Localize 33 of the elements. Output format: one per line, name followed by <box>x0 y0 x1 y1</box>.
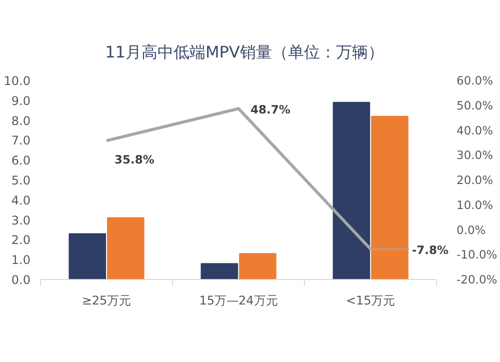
y-tick-label: 1.0 <box>11 253 31 268</box>
y-tick-label: 7.0 <box>11 134 31 148</box>
y-tick-label: 5.0 <box>11 174 31 188</box>
x-tick-label: 15万—24万元 <box>199 294 278 308</box>
y-tick-label: 4.0 <box>11 193 31 208</box>
y-tick-label: 8.0 <box>11 114 31 128</box>
y-tick-label: 0.0 <box>11 273 31 287</box>
y2-tick-label: 60.0% <box>456 74 494 88</box>
y2-tick-label: 50.0% <box>456 98 494 112</box>
y-tick-label: 3.0 <box>11 213 31 228</box>
x-tick-label: <15万元 <box>346 294 396 308</box>
y2-tick-label: 30.0% <box>456 148 494 162</box>
data-label: -7.8% <box>412 243 450 258</box>
y-tick-label: 9.0 <box>11 94 31 108</box>
y-tick-label: 10.0 <box>4 74 30 88</box>
bar <box>239 253 276 280</box>
y-tick-label: 6.0 <box>11 154 31 168</box>
x-tick-label: ≥25万元 <box>82 294 132 308</box>
bar <box>332 102 370 280</box>
data-label: 48.7% <box>250 102 291 117</box>
y2-tick-label: -10.0% <box>456 248 498 262</box>
y-tick-label: 2.0 <box>11 233 31 248</box>
bar <box>68 233 106 280</box>
y2-tick-label: 10.0% <box>456 198 494 212</box>
data-label: 35.8% <box>114 152 155 167</box>
y2-tick-label: -20.0% <box>456 272 498 286</box>
chart-title: 11月高中低端MPV销量（单位：万辆） <box>105 42 384 62</box>
bar <box>107 217 144 280</box>
y2-tick-label: 20.0% <box>456 173 494 187</box>
bar <box>200 263 238 280</box>
bar <box>371 116 408 280</box>
y2-tick-label: 40.0% <box>456 123 494 138</box>
y2-tick-label: 0.0% <box>456 222 486 237</box>
